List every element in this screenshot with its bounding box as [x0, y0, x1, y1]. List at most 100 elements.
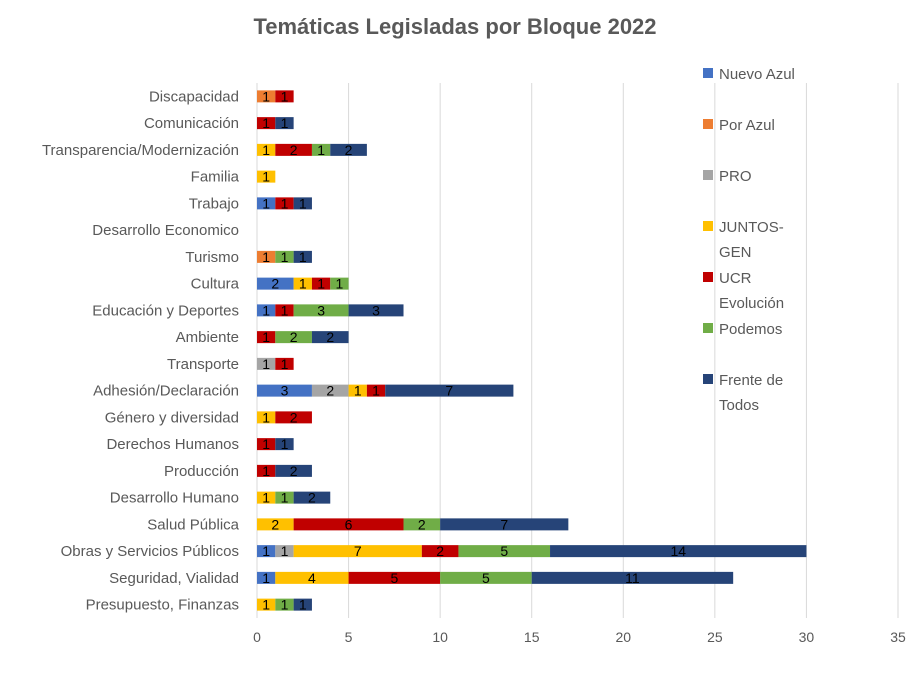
data-label: 1 — [262, 115, 270, 131]
data-label: 4 — [308, 570, 316, 586]
legend-label: PRO — [719, 168, 752, 185]
data-label: 1 — [281, 115, 289, 131]
bar-segment — [257, 411, 276, 424]
x-tick-label: 30 — [799, 629, 815, 645]
data-label: 1 — [262, 436, 270, 452]
bar-segment — [257, 545, 276, 558]
data-label: 1 — [262, 88, 270, 104]
data-label: 2 — [290, 463, 298, 479]
bar-segment — [257, 491, 276, 504]
data-label: 1 — [262, 543, 270, 559]
data-label: 2 — [290, 329, 298, 345]
bar-segment — [311, 331, 349, 344]
bar-segment — [257, 277, 294, 290]
category-label: Transporte — [167, 356, 239, 373]
data-label: 3 — [317, 302, 325, 318]
data-label: 1 — [262, 463, 270, 479]
bar-segment — [293, 277, 312, 290]
bar-segment — [366, 384, 386, 397]
bar-segment — [257, 464, 276, 477]
data-label: 1 — [299, 597, 307, 613]
bar-segment — [275, 438, 294, 451]
bar-segment — [275, 411, 312, 424]
data-label: 2 — [271, 516, 279, 532]
bar-segment — [257, 384, 312, 397]
bar-segment — [275, 357, 294, 370]
data-label: 1 — [262, 169, 270, 185]
legend-swatch — [703, 272, 713, 282]
x-tick-label: 0 — [253, 629, 261, 645]
data-label: 6 — [345, 516, 353, 532]
legend: Nuevo Azul Por Azul PRO JUNTOS- GEN UCR Evoluc… — [703, 66, 795, 414]
data-label: 2 — [436, 543, 444, 559]
bar-layer — [257, 90, 807, 611]
bar-segment — [257, 143, 276, 156]
category-label: Derechos Humanos — [106, 436, 239, 453]
category-label: Ambiente — [176, 329, 239, 346]
chart-title: Temáticas Legisladas por Bloque 2022 — [253, 14, 657, 39]
bar-segment — [257, 170, 276, 183]
category-label: Desarrollo Economico — [92, 222, 239, 239]
bar-segment — [275, 464, 312, 477]
bar-segment — [257, 571, 276, 584]
data-label: 1 — [262, 356, 270, 372]
bar-segment — [330, 143, 367, 156]
data-label: 1 — [299, 195, 307, 211]
data-label: 5 — [500, 543, 508, 559]
bar-segment — [348, 571, 441, 584]
data-label: 2 — [290, 142, 298, 158]
bar-segment — [257, 304, 276, 317]
data-label: 14 — [670, 543, 686, 559]
legend-swatch — [703, 221, 713, 231]
data-label: 1 — [262, 249, 270, 265]
legend-swatch — [703, 374, 713, 384]
bar-segment — [257, 90, 276, 103]
legend-label: Por Azul — [719, 117, 775, 134]
legend-swatch — [703, 323, 713, 333]
category-label: Discapacidad — [149, 88, 239, 105]
bar-segment — [458, 545, 551, 558]
legend-label: GEN — [719, 244, 752, 261]
category-label: Salud Pública — [147, 516, 239, 533]
category-label: Trabajo — [189, 195, 239, 212]
bar-segment — [550, 545, 807, 558]
x-tick-label: 5 — [345, 629, 353, 645]
legend-swatch — [703, 68, 713, 78]
data-label: 1 — [281, 543, 289, 559]
bar-segment — [275, 250, 294, 263]
x-tick-label: 25 — [707, 629, 723, 645]
bar-segment — [385, 384, 514, 397]
bar-segment — [293, 491, 331, 504]
data-label: 2 — [308, 490, 316, 506]
data-label: 1 — [281, 356, 289, 372]
data-label: 7 — [500, 516, 508, 532]
category-label: Género y diversidad — [105, 409, 239, 426]
category-label: Comunicación — [144, 115, 239, 132]
category-label: Transparencia/Modernización — [42, 142, 239, 159]
data-label: 1 — [281, 249, 289, 265]
bar-segment — [311, 143, 331, 156]
bar-segment — [275, 304, 294, 317]
bar-segment — [311, 277, 331, 290]
data-label: 1 — [262, 570, 270, 586]
data-label: 1 — [281, 436, 289, 452]
grid-layer — [256, 83, 899, 618]
data-label: 7 — [445, 383, 453, 399]
data-label: 1 — [262, 195, 270, 211]
bar-segment — [275, 90, 294, 103]
legend-label: JUNTOS- — [719, 219, 784, 236]
bar-segment — [348, 384, 367, 397]
legend-swatch — [703, 119, 713, 129]
data-label: 5 — [390, 570, 398, 586]
data-label: 2 — [345, 142, 353, 158]
bar-segment — [257, 250, 276, 263]
data-label: 1 — [262, 409, 270, 425]
data-label: 1 — [281, 597, 289, 613]
legend-label: UCR — [719, 270, 752, 287]
bar-segment — [257, 331, 276, 344]
category-label: Desarrollo Humano — [110, 490, 239, 507]
bar-segment — [275, 331, 312, 344]
bar-segment — [440, 571, 532, 584]
